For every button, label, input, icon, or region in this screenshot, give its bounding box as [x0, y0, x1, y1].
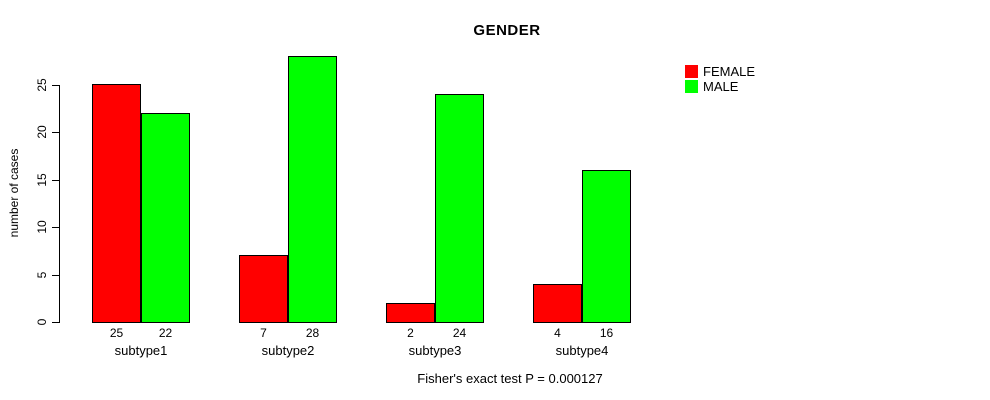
bar-value-label: 2: [407, 326, 414, 340]
y-axis-title: number of cases: [7, 148, 21, 238]
x-category-label: subtype2: [261, 343, 315, 358]
y-axis-tick: [52, 274, 59, 276]
legend-row-male: MALE: [685, 79, 755, 94]
bar-female-subtype1: [92, 84, 141, 323]
bar-female-subtype2: [239, 255, 288, 323]
bar-male-subtype4: [582, 170, 631, 323]
y-axis-tick-label: 20: [35, 125, 49, 139]
bar-value-label: 28: [305, 326, 320, 340]
x-category-label: subtype3: [408, 343, 462, 358]
y-axis-tick: [52, 227, 59, 228]
bar-value-label: 24: [452, 326, 467, 340]
legend-row-female: FEMALE: [685, 64, 755, 79]
bar-female-subtype3: [386, 303, 435, 323]
y-axis-tick-label: 10: [35, 220, 49, 234]
bar-value-label: 22: [158, 326, 173, 340]
x-category-label: subtype4: [555, 343, 609, 358]
y-axis-tick: [52, 84, 59, 86]
legend-swatch-female: [685, 65, 698, 78]
legend-label: MALE: [703, 79, 739, 94]
y-axis-tick-label: 25: [35, 77, 49, 92]
legend-label: FEMALE: [703, 64, 756, 79]
chart-caption: Fisher's exact test P = 0.000127: [417, 371, 603, 386]
bar-male-subtype3: [435, 94, 484, 323]
bar-value-label: 7: [260, 326, 267, 340]
y-axis-tick-label: 15: [35, 172, 49, 187]
bar-male-subtype2: [288, 56, 337, 323]
y-axis-tick: [52, 322, 59, 323]
chart-title: GENDER: [473, 22, 541, 39]
legend-swatch-male: [685, 80, 698, 93]
x-category-label: subtype1: [114, 343, 168, 358]
y-axis-tick-label: 5: [35, 271, 49, 278]
y-axis-tick: [52, 179, 59, 181]
y-axis-tick-label: 0: [35, 318, 49, 326]
y-axis-tick: [52, 132, 59, 133]
bar-female-subtype4: [533, 284, 582, 323]
legend: FEMALE MALE: [685, 64, 755, 94]
y-axis-line: [59, 84, 60, 323]
bar-value-label: 25: [109, 326, 124, 340]
bar-male-subtype1: [141, 113, 190, 323]
bar-value-label: 16: [599, 326, 614, 340]
bar-value-label: 4: [554, 326, 561, 340]
